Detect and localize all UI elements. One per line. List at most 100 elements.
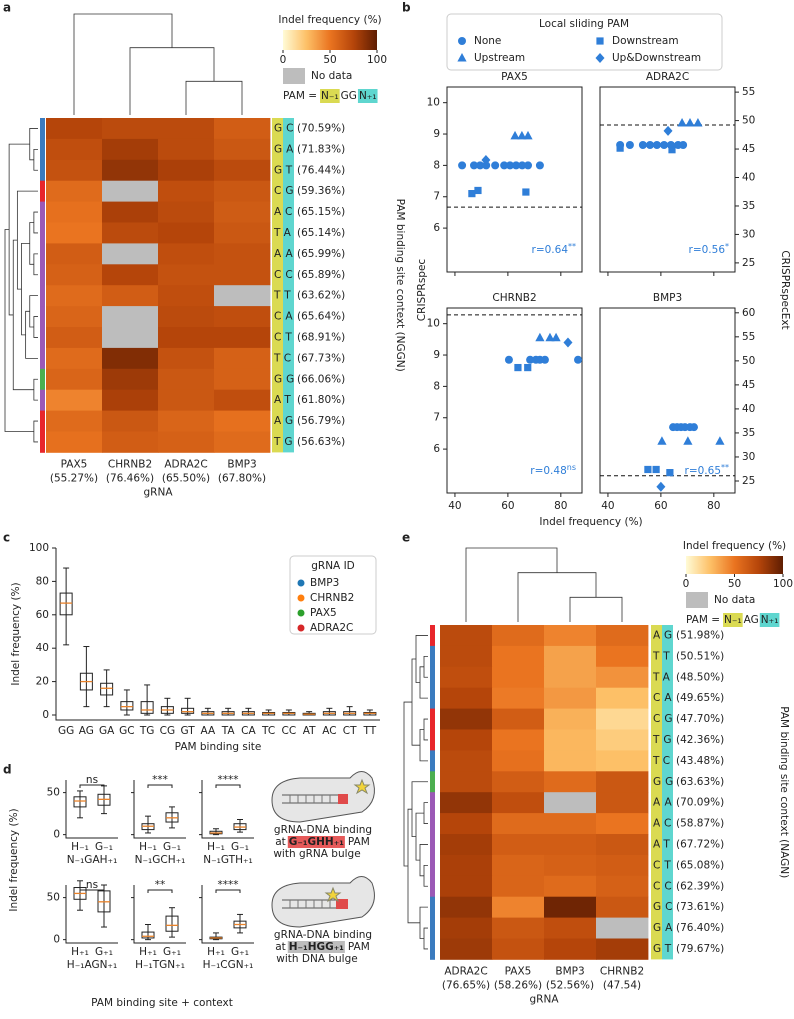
- significance: ****: [218, 879, 239, 891]
- pam-highlight: [287, 836, 345, 848]
- diagram-title: gRNA-DNA binding: [274, 929, 372, 941]
- x-tick-label: 40: [601, 500, 614, 512]
- colorbar: [283, 30, 377, 50]
- heatmap-cell: [214, 431, 271, 453]
- point: [551, 332, 561, 342]
- correlation: r=0.64**: [532, 242, 577, 257]
- pam-prefix: PAM =: [283, 90, 317, 102]
- legend-marker: [596, 37, 604, 45]
- row-percent: (65.15%): [297, 206, 345, 218]
- heatmap-cell: [46, 306, 103, 328]
- dendrogram-branch: [33, 211, 38, 234]
- row-percent: (65.89%): [297, 269, 345, 281]
- dendrogram-branch: [415, 635, 428, 683]
- row-group-bar: [430, 917, 435, 939]
- y-tick-label: 7: [433, 412, 440, 424]
- axes-spines: [65, 885, 118, 944]
- x-tick-label: GG: [58, 725, 74, 737]
- heatmap-cell: [544, 750, 597, 772]
- row-percent: (65.14%): [297, 227, 345, 239]
- row-group-bar: [430, 708, 435, 730]
- row-label: AG: [274, 415, 297, 427]
- row-percent: (56.63%): [297, 436, 345, 448]
- heatmap-cell: [46, 118, 103, 140]
- row-group-bar: [430, 834, 435, 856]
- point: [524, 161, 532, 170]
- y2-tick-label: 30: [742, 228, 755, 240]
- point: [574, 355, 583, 364]
- y-tick-label: 9: [433, 128, 440, 140]
- heatmap-cell: [544, 708, 597, 730]
- row-label: AC: [274, 206, 296, 218]
- subplot-label: N₋₁GTH₊₁: [203, 854, 252, 866]
- x-tick-label: TG: [139, 725, 155, 737]
- point: [524, 363, 532, 372]
- box: [100, 682, 114, 696]
- x-axis-title: gRNA: [144, 486, 174, 498]
- heatmap-cell: [492, 792, 545, 814]
- y-tick-label: 100: [29, 542, 49, 554]
- row-group-bar: [430, 729, 435, 751]
- heatmap-cell: [440, 625, 493, 647]
- row-percent: (50.51%): [676, 650, 724, 662]
- heatmap-cell: [102, 180, 159, 202]
- legend-marker: [297, 609, 305, 617]
- heatmap-cell: [158, 138, 215, 161]
- y-tick-label: 0: [42, 709, 49, 721]
- row-group-bar: [40, 347, 45, 370]
- heatmap-cell: [46, 347, 103, 370]
- column-label: ADRA2C: [444, 965, 487, 977]
- heatmap-cell: [440, 729, 493, 751]
- point: [715, 436, 725, 445]
- y-tick-label: 6: [433, 443, 440, 455]
- row-label: TC: [273, 352, 295, 364]
- point: [638, 141, 647, 150]
- point: [652, 141, 661, 150]
- box: [120, 701, 134, 711]
- heatmap-cell: [46, 368, 103, 391]
- correlation-r: r=0.48: [530, 465, 567, 477]
- heatmap-cell: [158, 347, 215, 370]
- subplot-label: H₋₁CGN₊₁: [203, 959, 254, 971]
- dendrogram-branch: [73, 13, 173, 115]
- heatmap-cell: [544, 875, 597, 898]
- heatmap-cell: [596, 625, 649, 647]
- y-axis-title: CRISPRspec: [416, 259, 428, 322]
- diagram-note: with DNA bulge: [276, 953, 357, 965]
- column-label: PAX5: [61, 458, 88, 470]
- pam-part: N₋₁: [724, 614, 742, 626]
- heatmap-cell: [544, 854, 597, 877]
- row-group-bar: [40, 138, 45, 161]
- x-tick-label: CG: [160, 725, 175, 737]
- significance: ns: [567, 463, 576, 472]
- subplot-title: BMP3: [653, 292, 682, 304]
- row-label: GA: [653, 922, 676, 934]
- heatmap-cell: [596, 729, 649, 751]
- row-label: AG: [653, 629, 676, 641]
- significance-bracket: [147, 889, 173, 893]
- heatmap-cell: [440, 938, 493, 960]
- point: [679, 141, 688, 150]
- heatmap-cell: [544, 687, 597, 709]
- row-group-bar: [430, 813, 435, 835]
- subplot-label: H₋₁TGN₊₁: [135, 959, 185, 971]
- x-tick-label: H₋₁: [207, 841, 225, 853]
- colorbar-tick-label: 100: [367, 54, 387, 66]
- row-group-bar: [430, 938, 435, 960]
- heatmap-cell: [492, 687, 545, 709]
- row-percent: (76.40%): [676, 922, 724, 934]
- row-percent: (49.65%): [676, 692, 724, 704]
- pam-part: N₊₁: [761, 614, 779, 626]
- heatmap-cell: [214, 306, 271, 328]
- significance-bracket: [215, 784, 241, 788]
- row-label: AA: [653, 797, 676, 809]
- heatmap-cell: [46, 264, 103, 286]
- heatmap-cell: [102, 306, 159, 328]
- x-tick-label: H₊₁: [139, 946, 157, 958]
- legend-label: Downstream: [612, 35, 679, 47]
- missing-swatch: [283, 68, 305, 84]
- significance-bracket: [79, 889, 105, 893]
- row-label: CA: [653, 692, 676, 704]
- heatmap-cell: [440, 875, 493, 898]
